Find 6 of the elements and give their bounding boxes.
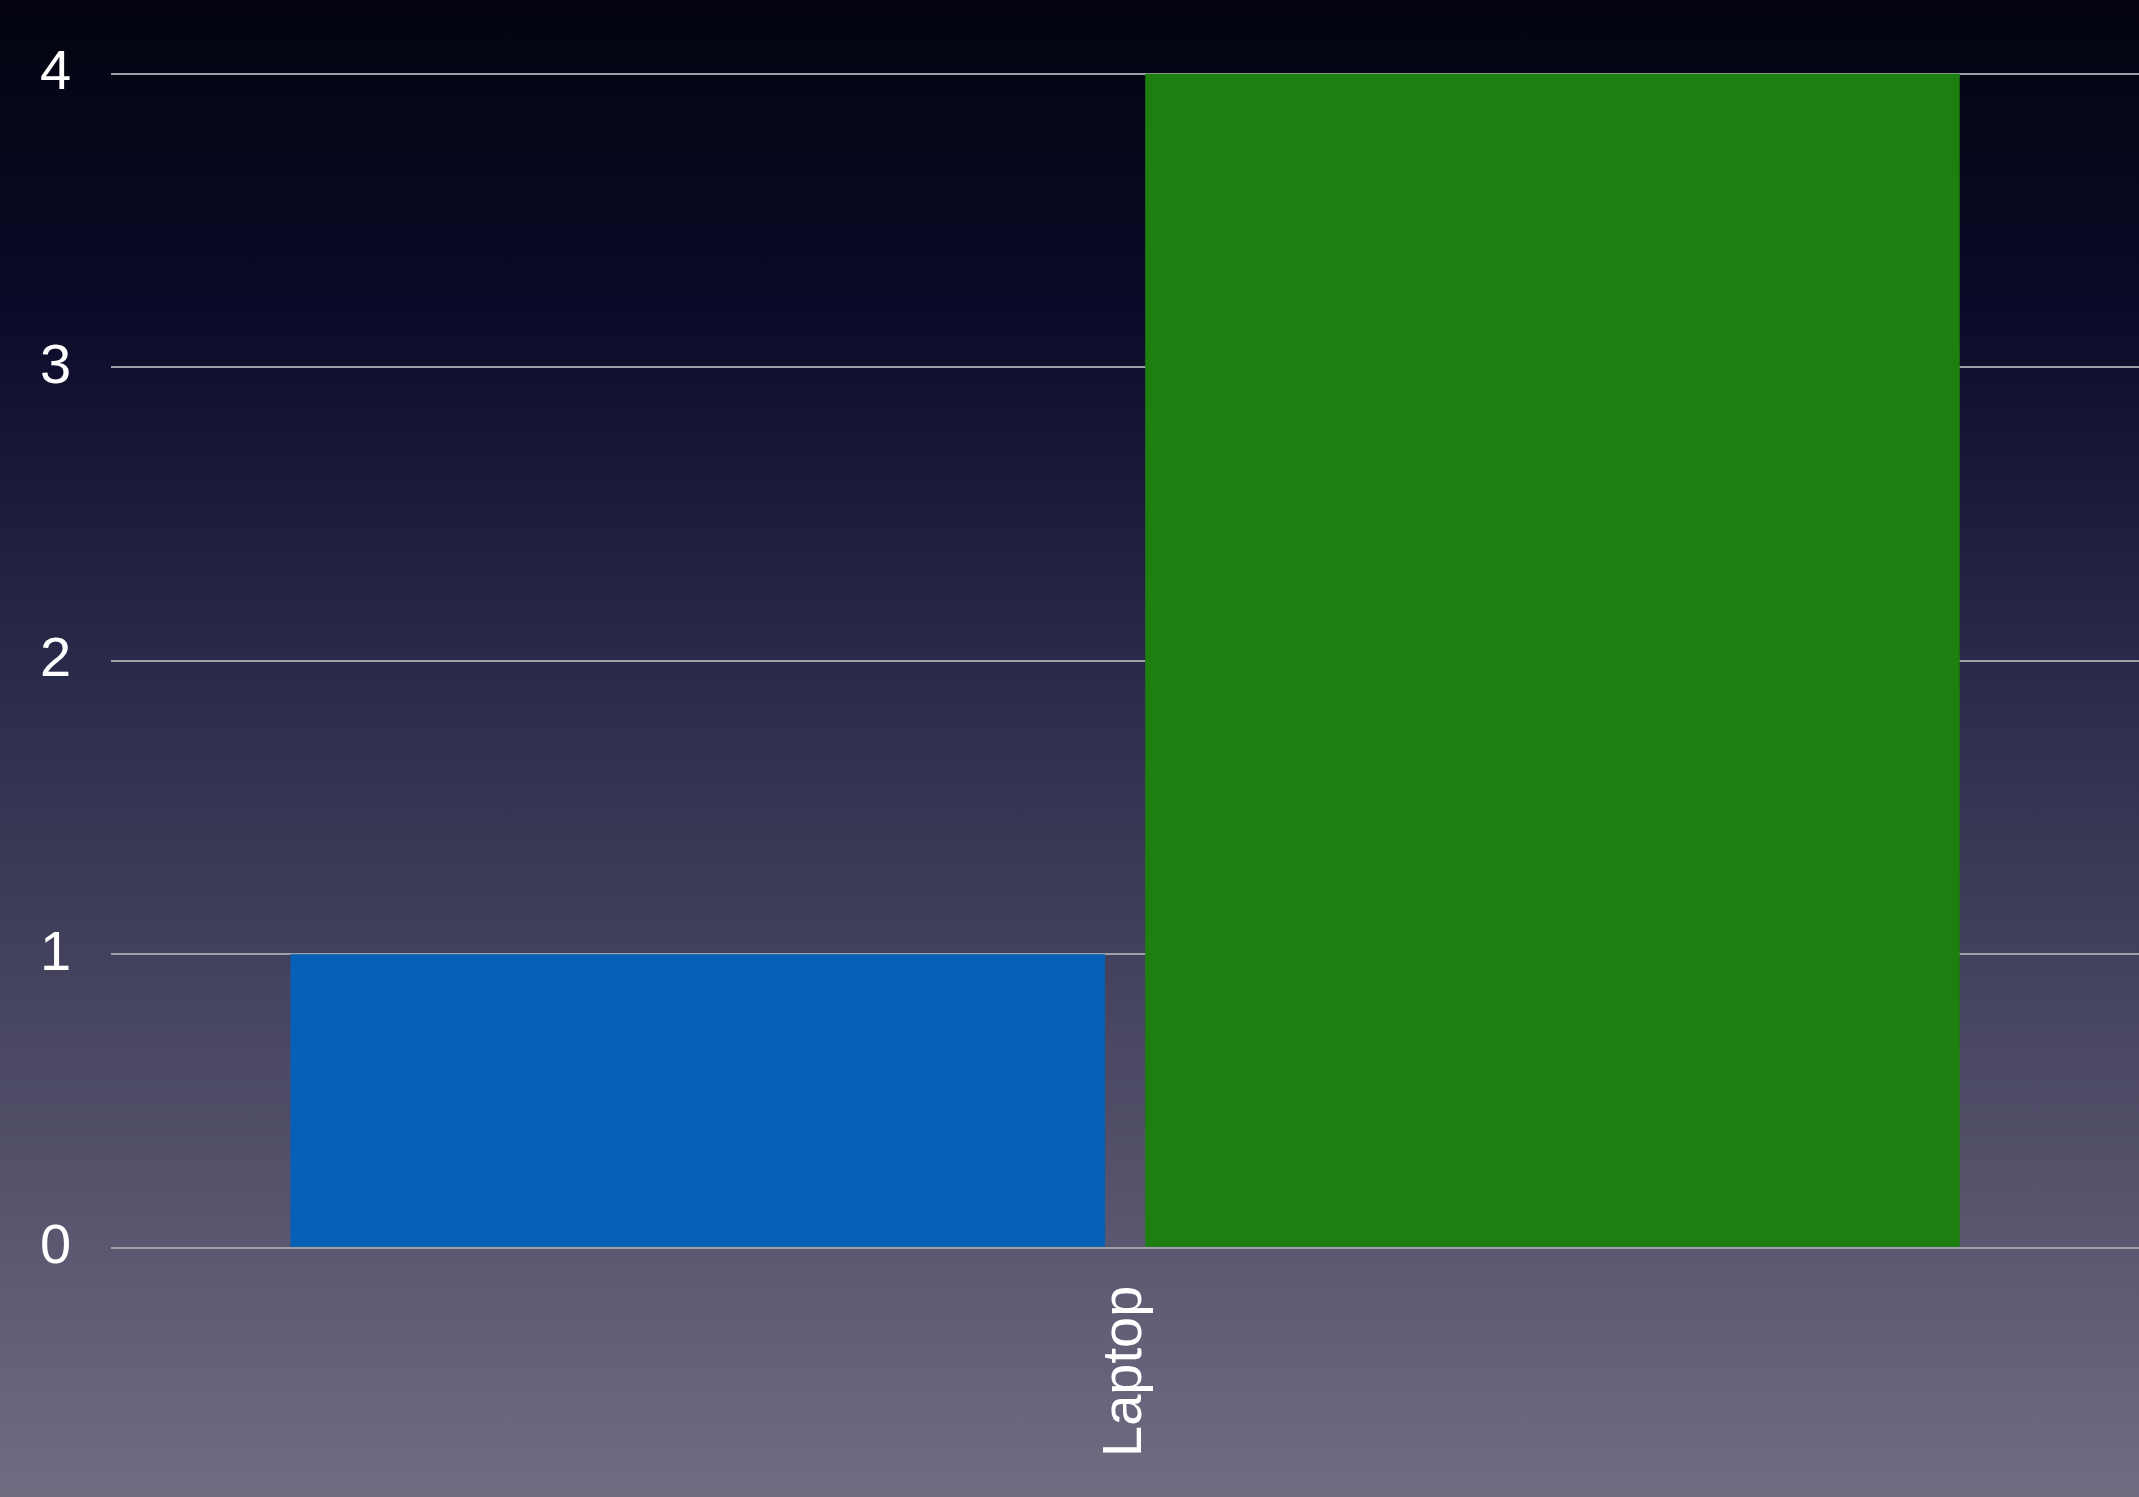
y-tick-label: 4 bbox=[39, 38, 72, 102]
y-tick-label: 3 bbox=[39, 331, 72, 395]
x-tick-label: Laptop bbox=[1089, 1285, 1153, 1457]
y-tick-label: 1 bbox=[39, 918, 72, 982]
y-tick-label: 2 bbox=[39, 625, 72, 689]
y-tick-label: 0 bbox=[39, 1212, 72, 1276]
